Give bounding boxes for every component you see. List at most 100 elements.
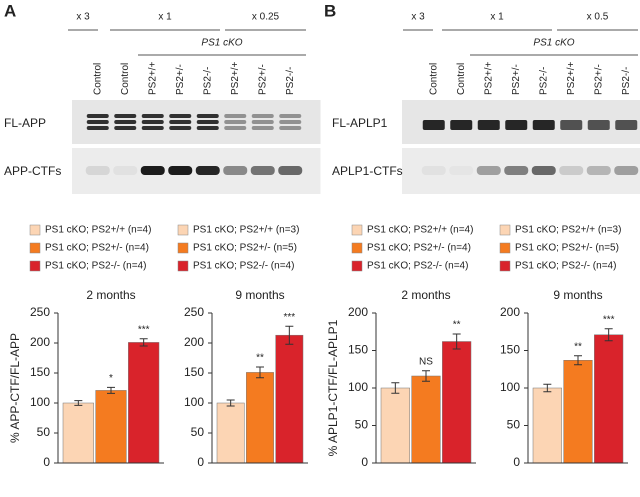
blot-band — [141, 120, 164, 124]
legend-swatch — [499, 260, 511, 272]
y-tick-label: 150 — [348, 343, 368, 357]
lane-label: Control — [120, 63, 131, 95]
legend-label: PS1 cKO; PS2+/- (n=4) — [367, 243, 471, 254]
y-tick-label: 150 — [500, 343, 520, 357]
legend-swatch — [177, 224, 189, 236]
blot-band — [223, 166, 248, 175]
dilution-label: x 3 — [411, 12, 425, 23]
group-label: PS1 cKO — [533, 38, 574, 49]
error-bar — [139, 338, 148, 347]
row-label: FL-APLP1 — [332, 116, 388, 130]
blot-band — [86, 114, 109, 118]
blot-band — [85, 166, 110, 175]
legend-swatch — [499, 242, 511, 254]
bar — [563, 360, 593, 464]
bar — [380, 387, 410, 464]
blot-band — [587, 120, 610, 130]
blot-band — [279, 114, 302, 118]
significance-label: *** — [603, 314, 615, 325]
blot-band — [196, 126, 219, 130]
blot-band — [559, 166, 584, 175]
blot-band — [278, 166, 303, 175]
significance-label: ** — [256, 353, 264, 364]
y-tick-label: 100 — [30, 395, 50, 409]
blot-band — [86, 120, 109, 124]
error-bar — [543, 383, 552, 393]
lane-label: PS2+/- — [511, 64, 522, 95]
significance-label: *** — [283, 312, 295, 323]
blot-band — [614, 166, 639, 175]
y-tick-label: 200 — [184, 335, 204, 349]
blot-band — [113, 166, 138, 175]
blot-band — [114, 126, 137, 130]
blot-band — [505, 120, 528, 130]
significance-label: * — [109, 373, 113, 384]
blot-band — [504, 166, 529, 175]
bar — [128, 342, 160, 464]
blot-band — [196, 114, 219, 118]
lane-label: Control — [428, 63, 439, 95]
blot-band — [279, 120, 302, 124]
y-axis-label: % APLP1-CTF/FL-APLP1 — [326, 319, 340, 456]
y-tick-label: 0 — [513, 455, 520, 469]
y-tick-label: 200 — [30, 335, 50, 349]
legend-label: PS1 cKO; PS2-/- (n=4) — [367, 261, 468, 272]
error-bar — [74, 400, 83, 406]
blot-band — [140, 166, 165, 175]
group-label: PS1 cKO — [201, 38, 242, 49]
lane-label: PS2+/- — [257, 64, 268, 95]
y-tick-label: 50 — [355, 418, 369, 432]
legend-swatch — [351, 224, 363, 236]
legend-label: PS1 cKO; PS2+/- (n=5) — [515, 243, 619, 254]
blot-band — [531, 166, 556, 175]
error-bar — [574, 355, 582, 366]
bar — [62, 402, 94, 464]
blot-band — [224, 120, 247, 124]
legend-label: PS1 cKO; PS2+/- (n=4) — [45, 243, 149, 254]
lane-label: PS2+/+ — [566, 61, 577, 95]
blot-band — [141, 114, 164, 118]
y-tick-label: 250 — [30, 305, 50, 319]
y-tick-label: 0 — [361, 455, 368, 469]
blot-band — [560, 120, 583, 130]
legend-label: PS1 cKO; PS2+/+ (n=3) — [193, 225, 299, 236]
legend-label: PS1 cKO; PS2-/- (n=4) — [515, 261, 616, 272]
blot-band — [86, 126, 109, 130]
lane-label: Control — [92, 63, 103, 95]
error-bar — [604, 328, 613, 342]
blot-band — [532, 120, 555, 130]
dilution-label: x 1 — [158, 12, 172, 23]
y-tick-label: 150 — [184, 365, 204, 379]
blot-band — [279, 126, 302, 130]
error-bar — [226, 399, 235, 407]
legend-label: PS1 cKO; PS2+/+ (n=4) — [367, 225, 473, 236]
lane-label: PS2-/- — [621, 67, 632, 95]
blot-band — [114, 114, 137, 118]
bar — [246, 372, 274, 464]
legend-swatch — [29, 224, 41, 236]
y-tick-label: 0 — [43, 455, 50, 469]
legend-swatch — [29, 260, 41, 272]
blot-band — [422, 120, 445, 130]
legend-swatch — [177, 260, 189, 272]
blot-band — [476, 166, 501, 175]
blot-band — [169, 126, 192, 130]
error-bar — [107, 386, 115, 394]
y-tick-label: 50 — [507, 418, 521, 432]
blot-band — [450, 120, 473, 130]
blot-image — [72, 100, 321, 144]
blot-band — [449, 166, 473, 175]
chart-title: 9 months — [235, 288, 284, 302]
panel-letter: A — [4, 1, 16, 20]
legend-swatch — [177, 242, 189, 254]
legend-label: PS1 cKO; PS2+/+ (n=4) — [45, 225, 151, 236]
error-bar — [285, 325, 294, 345]
y-tick-label: 250 — [184, 305, 204, 319]
blot-band — [251, 114, 274, 118]
row-label: FL-APP — [4, 116, 46, 130]
y-tick-label: 100 — [500, 380, 520, 394]
legend-swatch — [499, 224, 511, 236]
lane-label: PS2-/- — [538, 67, 549, 95]
error-bar — [452, 333, 461, 350]
legend-swatch — [351, 242, 363, 254]
